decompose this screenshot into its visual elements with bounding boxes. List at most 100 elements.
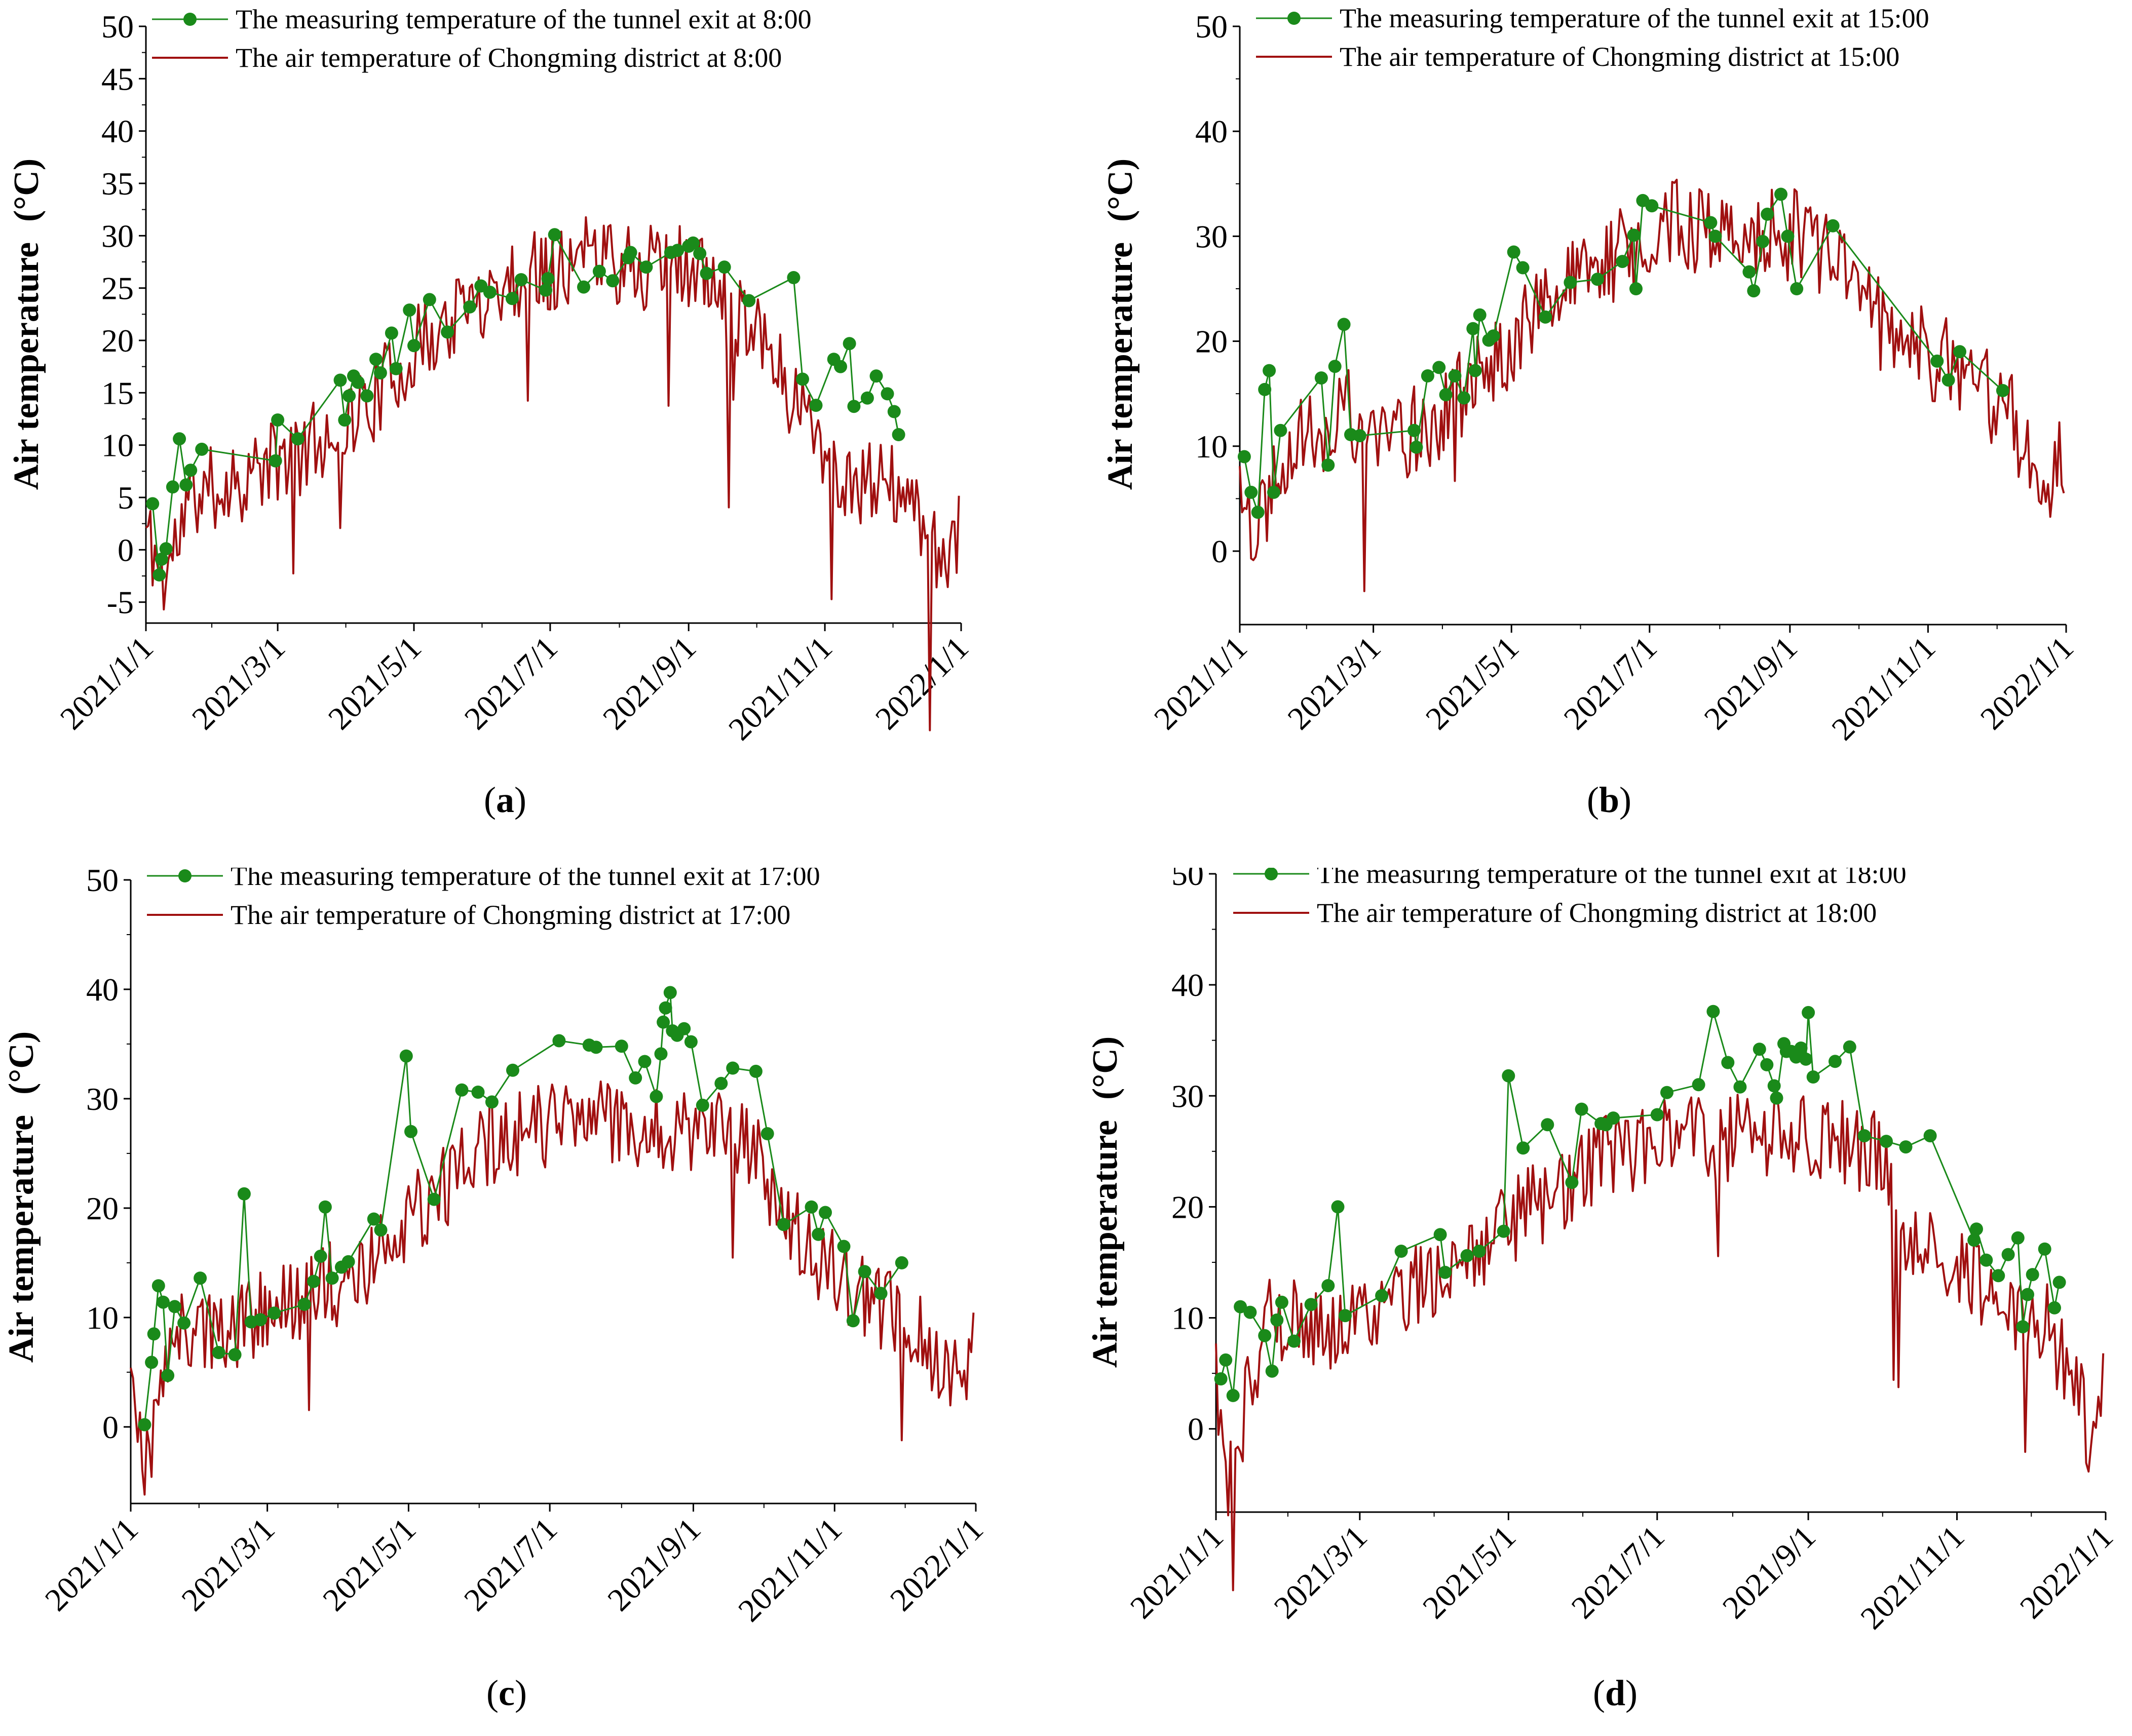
y-axis-title-unit: (°C) — [7, 159, 46, 222]
measured-temperature-point — [717, 260, 731, 274]
measured-temperature-point — [407, 339, 421, 353]
measured-temperature-point — [318, 1200, 332, 1214]
measured-temperature-point — [1708, 229, 1722, 243]
measured-temperature-point — [159, 542, 173, 556]
x-tick-label: 2021/3/1 — [185, 630, 292, 737]
panel-label-b: (b) — [1587, 780, 1632, 820]
measured-temperature-point — [1353, 429, 1366, 443]
measured-temperature-point — [1460, 1249, 1474, 1262]
y-tick-label: -5 — [107, 585, 134, 621]
y-tick-label: 30 — [86, 1081, 119, 1117]
measured-temperature-point — [887, 405, 901, 418]
measured-temperature-point — [237, 1187, 251, 1201]
measured-temperature-point — [173, 432, 186, 446]
measured-temperature-point — [615, 1039, 628, 1053]
legend-measured-swatch-marker — [1287, 12, 1301, 25]
measured-temperature-point — [1770, 1091, 1783, 1105]
measured-temperature-point — [1756, 235, 1770, 248]
measured-temperature-point — [677, 1022, 691, 1035]
measured-temperature-point — [342, 389, 356, 403]
y-tick-label: 10 — [101, 428, 134, 464]
measured-temperature-point — [1421, 369, 1434, 382]
legend-measured-swatch-marker — [178, 869, 192, 882]
measured-temperature-point — [1375, 1289, 1389, 1302]
measured-temperature-point — [1433, 1228, 1447, 1242]
measured-temperature-point — [1244, 485, 1258, 499]
measured-temperature-point — [1970, 1222, 1983, 1236]
measured-temperature-point — [1721, 1056, 1735, 1069]
y-tick-label: 0 — [1211, 533, 1228, 569]
y-axis-title-unit: (°C) — [1086, 1036, 1125, 1100]
measured-temperature-point — [1880, 1135, 1893, 1148]
measured-temperature-point — [184, 464, 198, 477]
measured-temperature-point — [657, 1015, 670, 1029]
y-axis-title: Air temperature (°C) — [7, 159, 46, 490]
x-tick-label: 2021/1/1 — [38, 1511, 145, 1618]
x-tick-label: 2021/9/1 — [1716, 1519, 1822, 1626]
measured-temperature-point — [1761, 207, 1774, 221]
measured-temperature-point — [514, 273, 528, 287]
measured-temperature-point — [1263, 364, 1276, 377]
measured-temperature-point — [1410, 440, 1423, 454]
measured-temperature-point — [161, 1369, 175, 1382]
measured-temperature-point — [892, 428, 905, 441]
air-temperature-line — [1215, 1088, 2105, 1592]
measured-temperature-point — [269, 454, 282, 468]
y-tick-label: 5 — [118, 480, 134, 516]
measured-temperature-point — [1591, 273, 1604, 286]
measured-temperature-point — [1575, 1102, 1588, 1116]
measured-temperature-point — [1781, 229, 1795, 243]
measured-temperature-point — [1799, 1052, 1813, 1066]
y-tick-label: 50 — [86, 868, 119, 898]
measured-temperature-point — [314, 1249, 327, 1263]
x-tick-label: 2021/5/1 — [316, 1511, 423, 1618]
measured-temperature-point — [297, 1297, 311, 1311]
measured-temperature-point — [1767, 1079, 1781, 1093]
measured-temperature-point — [1497, 1224, 1510, 1238]
y-tick-label: 0 — [1188, 1411, 1204, 1447]
x-tick-label: 2022/1/1 — [868, 630, 975, 737]
measured-temperature-point — [606, 274, 620, 288]
measured-temperature-point — [1502, 1069, 1515, 1083]
measured-temperature-point — [589, 1040, 603, 1054]
measured-temperature-point — [696, 1098, 709, 1112]
measured-temperature-point — [777, 1218, 790, 1231]
measured-temperature-point — [1472, 1245, 1486, 1258]
x-tick-label: 2021/5/1 — [1416, 1519, 1522, 1626]
measured-temperature-point — [1339, 1309, 1352, 1323]
legend-air-label: The air temperature of Chongming distric… — [1317, 898, 1877, 928]
measured-temperature-point — [423, 293, 436, 306]
measured-temperature-point — [858, 1265, 871, 1279]
measured-temperature-point — [1541, 1118, 1554, 1132]
measured-temperature-point — [1321, 458, 1335, 472]
measured-temperature-point — [485, 1095, 499, 1109]
measured-temperature-point — [1733, 1080, 1747, 1094]
measured-temperature-point — [1267, 485, 1280, 499]
y-tick-label: 20 — [86, 1190, 119, 1226]
x-tick-label: 2021/11/1 — [721, 630, 839, 747]
y-axis-title-unit: (°C) — [1101, 159, 1140, 222]
measured-temperature-point — [1337, 318, 1351, 331]
measured-temperature-point — [2038, 1242, 2051, 1256]
measured-temperature-point — [147, 1327, 161, 1341]
measured-temperature-point — [1457, 391, 1471, 405]
legend-air-label: The air temperature of Chongming distric… — [236, 43, 782, 73]
y-tick-label: 35 — [101, 166, 134, 202]
x-tick-label: 2021/1/1 — [1123, 1519, 1230, 1626]
measured-temperature-point — [1826, 219, 1840, 233]
measured-temperature-point — [552, 1034, 566, 1048]
measured-temperature-point — [843, 337, 856, 351]
measured-temperature-point — [812, 1227, 825, 1241]
measured-temperature-point — [333, 373, 347, 387]
measured-temperature-point — [1753, 1043, 1766, 1056]
measured-temperature-point — [403, 303, 416, 317]
measured-temperature-point — [179, 478, 193, 492]
measured-temperature-point — [819, 1206, 832, 1219]
measured-temperature-point — [212, 1346, 225, 1359]
y-tick-label: 10 — [1195, 429, 1228, 465]
measured-temperature-point — [195, 442, 209, 456]
measured-temperature-point — [1790, 282, 1804, 295]
legend-measured-swatch-marker — [183, 13, 197, 26]
measured-temperature-point — [404, 1125, 417, 1138]
y-tick-label: 30 — [101, 218, 134, 254]
